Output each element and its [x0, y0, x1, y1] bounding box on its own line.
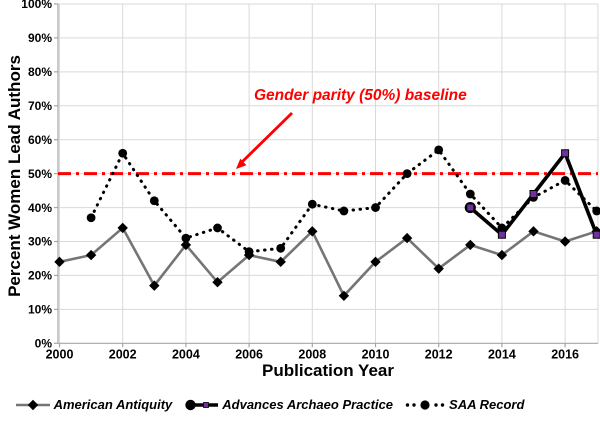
svg-text:90%: 90% — [28, 31, 52, 45]
svg-text:2014: 2014 — [488, 348, 516, 362]
svg-text:100%: 100% — [21, 0, 52, 11]
svg-text:20%: 20% — [28, 269, 52, 283]
svg-text:2008: 2008 — [298, 348, 326, 362]
svg-text:70%: 70% — [28, 99, 52, 113]
legend-label: Advances Archaeo Practice — [222, 397, 394, 412]
svg-text:30%: 30% — [28, 235, 52, 249]
y-axis-title: Percent Women Lead Authors — [5, 55, 24, 297]
svg-text:2012: 2012 — [425, 348, 453, 362]
svg-text:2000: 2000 — [46, 348, 74, 362]
baseline-annotation: Gender parity (50%) baseline — [254, 87, 467, 104]
svg-text:50%: 50% — [28, 167, 52, 181]
svg-text:10%: 10% — [28, 303, 52, 317]
line-diamond-icon — [15, 399, 50, 410]
svg-text:2004: 2004 — [172, 348, 200, 362]
line-circle-square-icon — [185, 399, 219, 410]
x-axis-title: Publication Year — [262, 361, 394, 380]
dotted-line-circle-icon — [405, 399, 445, 410]
legend: American Antiquity Advances Archaeo Prac… — [0, 397, 600, 412]
svg-text:2002: 2002 — [109, 348, 137, 362]
svg-text:0%: 0% — [35, 337, 53, 351]
svg-text:2016: 2016 — [551, 348, 579, 362]
svg-text:2006: 2006 — [235, 348, 263, 362]
legend-label: SAA Record — [449, 397, 525, 412]
svg-text:60%: 60% — [28, 133, 52, 147]
legend-label: American Antiquity — [53, 397, 173, 412]
svg-text:80%: 80% — [28, 65, 52, 79]
legend-item-american-antiquity: American Antiquity — [15, 397, 173, 412]
legend-item-advances-archaeo-practice: Advances Archaeo Practice — [184, 397, 393, 412]
svg-text:2010: 2010 — [362, 348, 390, 362]
legend-item-saa-record: SAA Record — [405, 397, 524, 412]
svg-text:40%: 40% — [28, 201, 52, 215]
